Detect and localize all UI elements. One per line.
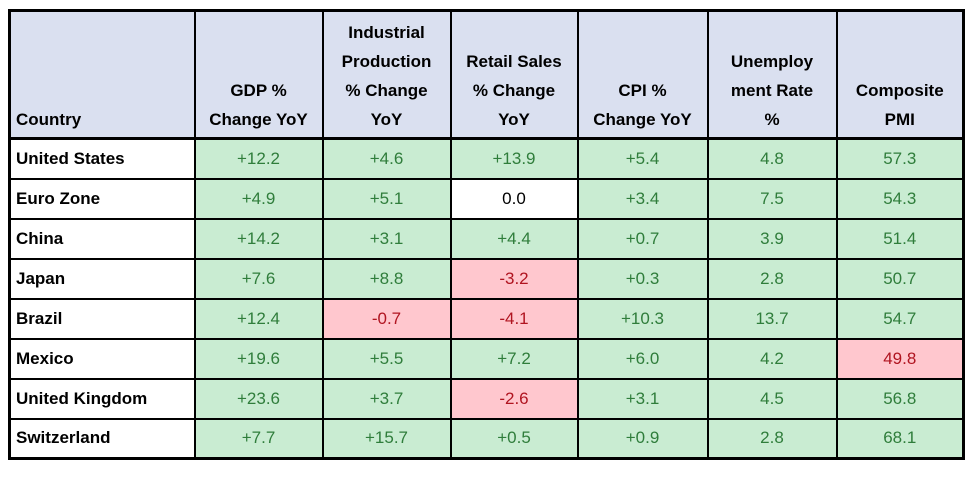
table-row: United States +12.2 +4.6 +13.9 +5.4 4.8 … bbox=[8, 137, 965, 180]
table-cell-gdp: +14.2 bbox=[193, 217, 324, 260]
table-cell-unemployment-rate: 13.7 bbox=[706, 297, 838, 340]
table-cell-industrial-production: +3.7 bbox=[321, 377, 452, 420]
table-cell-composite-pmi: 51.4 bbox=[835, 217, 965, 260]
table-cell-composite-pmi: 68.1 bbox=[835, 417, 965, 460]
table-cell-cpi: +6.0 bbox=[576, 337, 709, 380]
table-body: United States +12.2 +4.6 +13.9 +5.4 4.8 … bbox=[8, 137, 965, 460]
table-cell-gdp: +23.6 bbox=[193, 377, 324, 420]
table-row: China +14.2 +3.1 +4.4 +0.7 3.9 51.4 bbox=[8, 217, 965, 260]
table-cell-unemployment-rate: 3.9 bbox=[706, 217, 838, 260]
header-line: Production bbox=[341, 52, 432, 71]
table-cell-composite-pmi: 49.8 bbox=[835, 337, 965, 380]
table-cell-composite-pmi: 56.8 bbox=[835, 377, 965, 420]
table-cell-composite-pmi: 57.3 bbox=[835, 137, 965, 180]
table-cell-industrial-production: +15.7 bbox=[321, 417, 452, 460]
table-cell-retail-sales: -4.1 bbox=[449, 297, 579, 340]
table-cell-retail-sales: -3.2 bbox=[449, 257, 579, 300]
table-cell-gdp: +7.7 bbox=[193, 417, 324, 460]
table-cell-industrial-production: +3.1 bbox=[321, 217, 452, 260]
table-cell-unemployment-rate: 4.5 bbox=[706, 377, 838, 420]
country-cell: United States bbox=[8, 137, 196, 180]
column-header-country: Country bbox=[8, 9, 196, 140]
table-cell-industrial-production: +4.6 bbox=[321, 137, 452, 180]
table-cell-retail-sales: 0.0 bbox=[449, 177, 579, 220]
table-cell-retail-sales: +0.5 bbox=[449, 417, 579, 460]
table-cell-cpi: +0.9 bbox=[576, 417, 709, 460]
country-cell: Switzerland bbox=[8, 417, 196, 460]
table-cell-industrial-production: +8.8 bbox=[321, 257, 452, 300]
table-cell-retail-sales: -2.6 bbox=[449, 377, 579, 420]
table-cell-cpi: +3.4 bbox=[576, 177, 709, 220]
country-cell: China bbox=[8, 217, 196, 260]
table-row: Brazil +12.4 -0.7 -4.1 +10.3 13.7 54.7 bbox=[8, 297, 965, 340]
table-cell-unemployment-rate: 4.2 bbox=[706, 337, 838, 380]
country-cell: Mexico bbox=[8, 337, 196, 380]
table-header: Country GDP % Change YoY Industrial Prod… bbox=[8, 9, 965, 140]
economic-indicators-table: Country GDP % Change YoY Industrial Prod… bbox=[8, 9, 965, 460]
table-cell-gdp: +19.6 bbox=[193, 337, 324, 380]
table-cell-gdp: +12.4 bbox=[193, 297, 324, 340]
table-cell-unemployment-rate: 2.8 bbox=[706, 257, 838, 300]
header-line: Unemploy bbox=[730, 52, 814, 71]
header-line: Retail Sales bbox=[466, 52, 562, 71]
column-header-retail-sales: Retail Sales % Change YoY bbox=[449, 9, 579, 140]
header-line: % Change bbox=[472, 81, 556, 100]
country-cell: Euro Zone bbox=[8, 177, 196, 220]
column-header-cpi: CPI % Change YoY bbox=[576, 9, 709, 140]
header-line: GDP % bbox=[230, 81, 287, 100]
table-row: United Kingdom +23.6 +3.7 -2.6 +3.1 4.5 … bbox=[8, 377, 965, 420]
country-cell: Brazil bbox=[8, 297, 196, 340]
table-row: Euro Zone +4.9 +5.1 0.0 +3.4 7.5 54.3 bbox=[8, 177, 965, 220]
column-header-industrial-production: Industrial Production % Change YoY bbox=[321, 9, 452, 140]
table-cell-cpi: +0.7 bbox=[576, 217, 709, 260]
table-cell-gdp: +12.2 bbox=[193, 137, 324, 180]
header-line: Change YoY bbox=[209, 110, 308, 129]
country-cell: United Kingdom bbox=[8, 377, 196, 420]
header-line: Country bbox=[16, 110, 82, 129]
table-cell-unemployment-rate: 4.8 bbox=[706, 137, 838, 180]
table-cell-composite-pmi: 54.7 bbox=[835, 297, 965, 340]
header-line: PMI bbox=[884, 110, 915, 129]
header-line: YoY bbox=[498, 110, 530, 129]
column-header-composite-pmi: Composite PMI bbox=[835, 9, 965, 140]
header-line: Change YoY bbox=[593, 110, 692, 129]
table-cell-composite-pmi: 50.7 bbox=[835, 257, 965, 300]
header-line: Industrial bbox=[348, 23, 425, 42]
table-cell-gdp: +4.9 bbox=[193, 177, 324, 220]
table-cell-retail-sales: +7.2 bbox=[449, 337, 579, 380]
header-line: % bbox=[764, 110, 780, 129]
table-cell-cpi: +3.1 bbox=[576, 377, 709, 420]
table-row: Switzerland +7.7 +15.7 +0.5 +0.9 2.8 68.… bbox=[8, 417, 965, 460]
table-row: Japan +7.6 +8.8 -3.2 +0.3 2.8 50.7 bbox=[8, 257, 965, 300]
header-line: ment Rate bbox=[730, 81, 814, 100]
table-row: Mexico +19.6 +5.5 +7.2 +6.0 4.2 49.8 bbox=[8, 337, 965, 380]
table-cell-cpi: +10.3 bbox=[576, 297, 709, 340]
column-header-gdp: GDP % Change YoY bbox=[193, 9, 324, 140]
table-cell-composite-pmi: 54.3 bbox=[835, 177, 965, 220]
table-cell-industrial-production: +5.5 bbox=[321, 337, 452, 380]
table-cell-industrial-production: -0.7 bbox=[321, 297, 452, 340]
table-cell-retail-sales: +4.4 bbox=[449, 217, 579, 260]
header-line: % Change bbox=[345, 81, 428, 100]
table-cell-cpi: +5.4 bbox=[576, 137, 709, 180]
header-line: Composite bbox=[855, 81, 944, 100]
table-cell-unemployment-rate: 7.5 bbox=[706, 177, 838, 220]
table-cell-cpi: +0.3 bbox=[576, 257, 709, 300]
table-cell-unemployment-rate: 2.8 bbox=[706, 417, 838, 460]
table-cell-industrial-production: +5.1 bbox=[321, 177, 452, 220]
table-cell-gdp: +7.6 bbox=[193, 257, 324, 300]
header-line: CPI % bbox=[618, 81, 667, 100]
header-line: YoY bbox=[370, 110, 403, 129]
country-cell: Japan bbox=[8, 257, 196, 300]
header-row: Country GDP % Change YoY Industrial Prod… bbox=[8, 9, 965, 140]
column-header-unemployment: Unemploy ment Rate % bbox=[706, 9, 838, 140]
table-cell-retail-sales: +13.9 bbox=[449, 137, 579, 180]
